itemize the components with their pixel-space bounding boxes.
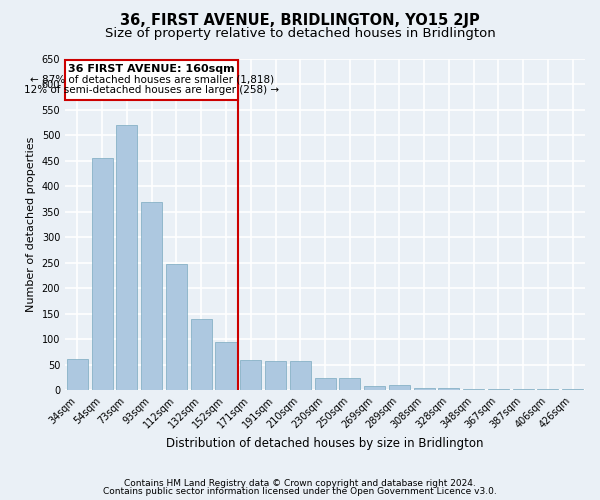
Bar (67, 358, 88, 390)
Text: ← 87% of detached houses are smaller (1,818): ← 87% of detached houses are smaller (1,… (29, 74, 274, 85)
Bar (463, 389, 484, 390)
Text: Contains HM Land Registry data © Crown copyright and database right 2024.: Contains HM Land Registry data © Crown c… (124, 478, 476, 488)
Bar (116, 126, 137, 390)
X-axis label: Distribution of detached houses by size in Bridlington: Distribution of detached houses by size … (166, 437, 484, 450)
Bar (265, 361, 286, 390)
Bar (215, 342, 236, 390)
Bar (166, 264, 187, 390)
Bar (65, 60, 238, 100)
Y-axis label: Number of detached properties: Number of detached properties (26, 137, 36, 312)
Bar (141, 202, 162, 390)
Bar (339, 378, 361, 390)
Bar (314, 378, 335, 390)
Bar (413, 388, 434, 390)
Text: 36 FIRST AVENUE: 160sqm: 36 FIRST AVENUE: 160sqm (68, 64, 235, 74)
Text: 36, FIRST AVENUE, BRIDLINGTON, YO15 2JP: 36, FIRST AVENUE, BRIDLINGTON, YO15 2JP (120, 12, 480, 28)
Bar (439, 388, 460, 390)
Text: Size of property relative to detached houses in Bridlington: Size of property relative to detached ho… (104, 28, 496, 40)
Bar (240, 360, 261, 390)
Bar (488, 389, 509, 390)
Bar (290, 361, 311, 390)
Bar (389, 385, 410, 390)
Text: Contains public sector information licensed under the Open Government Licence v3: Contains public sector information licen… (103, 487, 497, 496)
Bar (364, 386, 385, 390)
Bar (191, 319, 212, 390)
Text: 12% of semi-detached houses are larger (258) →: 12% of semi-detached houses are larger (… (24, 84, 279, 94)
Bar (92, 158, 113, 390)
